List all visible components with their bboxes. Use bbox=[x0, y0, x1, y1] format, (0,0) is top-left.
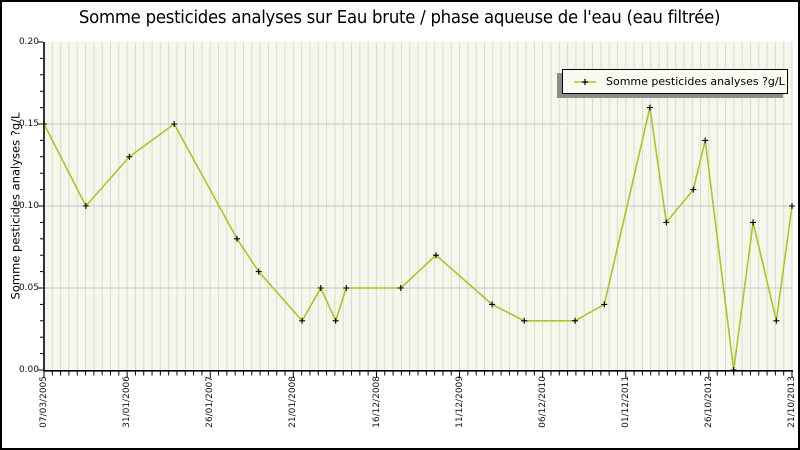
x-tick-label-text: 01/12/2011 bbox=[620, 376, 631, 428]
x-tick-label-text: 26/10/2012 bbox=[703, 376, 714, 428]
y-tick-label: 0.05 bbox=[18, 282, 39, 293]
x-tick-label-text: 21/10/2013 bbox=[787, 376, 797, 428]
x-tick-label-text: 16/12/2008 bbox=[371, 376, 382, 428]
x-tick-label-text: 31/01/2006 bbox=[122, 376, 133, 428]
x-tick-label-text: 26/01/2007 bbox=[205, 376, 216, 428]
x-tick-label-text: 11/12/2009 bbox=[454, 376, 465, 428]
x-tick-label-text: 21/01/2008 bbox=[288, 376, 299, 428]
y-tick-label: 0.15 bbox=[18, 118, 39, 129]
series-line bbox=[43, 107, 793, 371]
x-tick-label-text: 06/12/2010 bbox=[537, 376, 548, 428]
plot-area bbox=[37, 41, 795, 378]
legend-label: Somme pesticides analyses ?g/L bbox=[606, 75, 785, 88]
legend: Somme pesticides analyses ?g/L bbox=[562, 69, 788, 94]
chart-title: Somme pesticides analyses sur Eau brute … bbox=[2, 7, 798, 28]
y-tick-label: 0.20 bbox=[18, 36, 39, 47]
y-tick-label: 0.00 bbox=[18, 364, 39, 375]
legend-marker-icon bbox=[574, 78, 596, 85]
data-point-markers bbox=[41, 104, 795, 373]
chart-title-text: Somme pesticides analyses sur Eau brute … bbox=[79, 7, 721, 28]
y-tick-label: 0.10 bbox=[18, 200, 39, 211]
x-tick-label-text: 07/03/2005 bbox=[39, 376, 49, 428]
